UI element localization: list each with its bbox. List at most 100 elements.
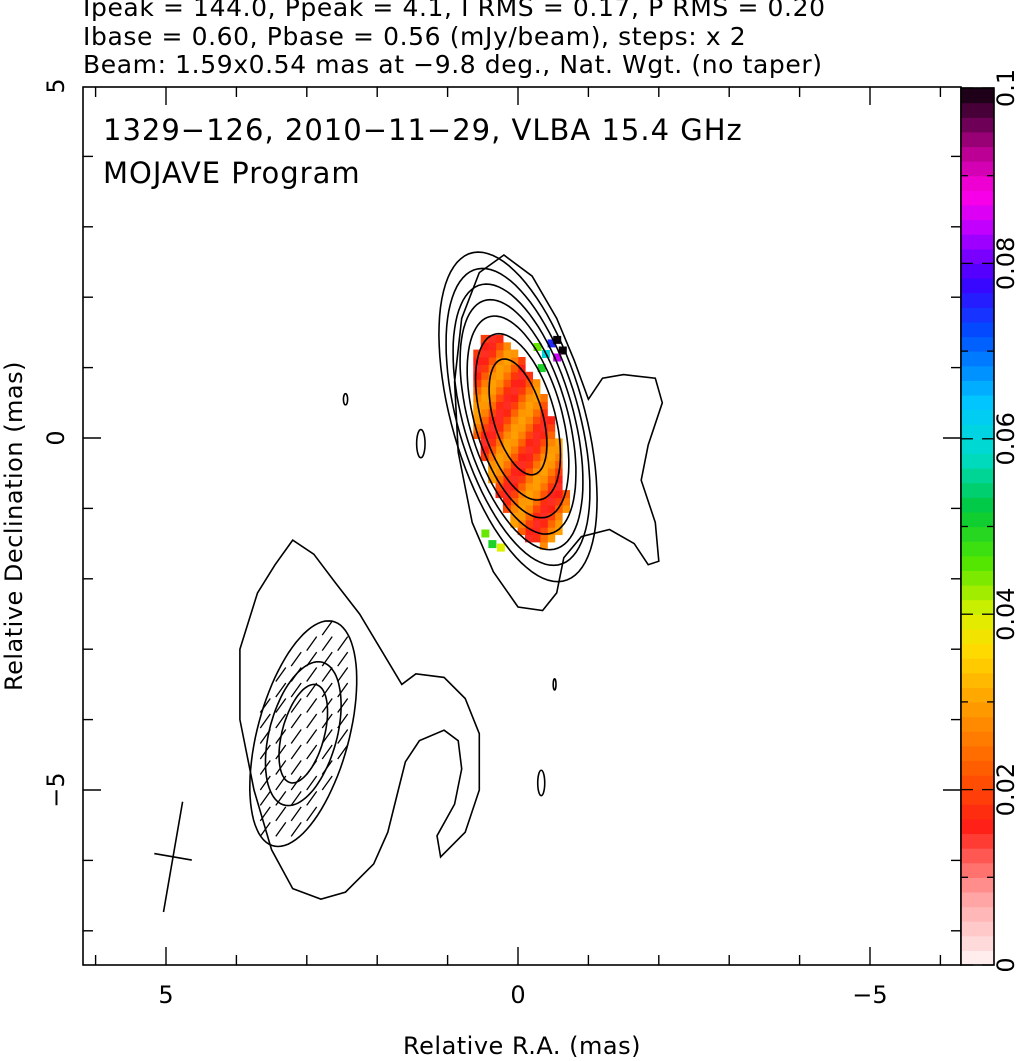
pol-pixel (547, 475, 556, 484)
pol-pixel (517, 408, 526, 417)
pol-pixel (502, 453, 511, 462)
pol-pixel (539, 394, 548, 402)
pol-pixel (517, 497, 526, 506)
pol-pixel (510, 379, 519, 388)
pol-pixel (480, 379, 489, 388)
contour-island-3 (552, 678, 557, 691)
colorbar-cell (961, 614, 994, 630)
pol-pixel (539, 431, 548, 439)
colorbar-cell (961, 146, 994, 162)
pol-pixel (539, 401, 548, 410)
beam-minor-axis (154, 852, 192, 861)
colorbar-cell (961, 117, 994, 133)
pol-pixel (488, 379, 497, 388)
pol-pixel (510, 364, 519, 373)
colorbar-cell (961, 453, 994, 469)
contour-core-envelope (453, 254, 664, 612)
pol-pixel (495, 438, 504, 447)
pol-pixel (539, 497, 548, 506)
pol-vector (306, 744, 318, 760)
pol-pixel (510, 394, 519, 402)
colorbar-tick-label: 0.1 (992, 69, 1020, 107)
pol-pixel (525, 504, 533, 513)
pol-pixel (532, 504, 541, 513)
pol-pixel (547, 534, 556, 543)
colorbar-cell (961, 687, 994, 703)
pol-pixel (547, 504, 556, 513)
colorbar-cell (961, 526, 994, 542)
pol-vector (290, 806, 302, 822)
pol-vector (275, 760, 287, 775)
pol-pixel (510, 431, 519, 439)
colorbar-cell (961, 716, 994, 732)
contour-jet-level-2 (264, 661, 342, 807)
pol-pixel (480, 453, 489, 462)
pol-pixel (495, 371, 504, 380)
pol-pixel (562, 504, 570, 513)
header-line-1: Ipeak = 144.0, Ppeak = 4.1, I RMS = 0.17… (83, 0, 826, 22)
colorbar-cell (961, 555, 994, 571)
pol-vector (306, 698, 318, 713)
pol-pixel (532, 527, 541, 536)
pol-vector (306, 636, 318, 651)
pol-pixel (480, 423, 489, 432)
pol-pixel (517, 371, 526, 380)
pol-pixel (539, 541, 548, 550)
colorbar-cell (961, 833, 994, 849)
colorbar-cell (961, 409, 994, 425)
pol-pixel (488, 416, 497, 425)
colorbar-cell (961, 570, 994, 586)
pol-pixel (539, 423, 548, 432)
pol-pixel (525, 460, 533, 469)
contour-island-4 (536, 769, 546, 797)
pol-pixel (533, 343, 542, 351)
pol-pixel (525, 512, 533, 521)
pol-pixel (562, 497, 570, 506)
contour-jet-outer (239, 539, 481, 900)
colorbar-tick-label: 0.08 (992, 237, 1020, 290)
pol-vector (337, 713, 349, 729)
pol-pixel (517, 527, 526, 536)
pol-pixel (532, 519, 541, 528)
pol-pixel (473, 349, 482, 358)
x-tick-label: 5 (158, 981, 173, 1009)
pol-vector (290, 791, 302, 806)
pol-pixel (525, 453, 533, 462)
pol-pixel (502, 460, 511, 469)
pol-pixel (553, 353, 562, 362)
pol-pixel (547, 497, 556, 506)
pol-pixel (480, 401, 489, 410)
pol-pixel (525, 408, 533, 417)
pol-pixel (502, 416, 511, 425)
pol-pixel (510, 416, 519, 425)
pol-pixel (525, 379, 533, 388)
pol-vector (321, 682, 333, 698)
pol-pixel (510, 401, 519, 410)
colorbar-cell (961, 628, 994, 645)
colorbar-tick-label: 0 (992, 957, 1020, 972)
pol-pixel (532, 408, 541, 417)
pol-pixel (510, 475, 519, 484)
pol-pixel (502, 431, 511, 439)
pol-vector (290, 744, 302, 760)
pol-pixel (496, 543, 505, 552)
colorbar-cell (961, 731, 994, 747)
y-tick-label: −5 (42, 772, 70, 807)
header-line-2: Ibase = 0.60, Pbase = 0.56 (mJy/beam), s… (83, 22, 747, 51)
pol-pixel (495, 401, 504, 410)
pol-vector (275, 667, 287, 682)
pol-vector (259, 806, 271, 822)
colorbar-cell (961, 131, 994, 148)
colorbar-cell (961, 745, 994, 761)
colorbar-cell (961, 380, 994, 396)
pol-pixel (554, 438, 563, 447)
x-tick-label: −5 (852, 981, 887, 1009)
pol-vector (290, 760, 302, 775)
pol-pixel (510, 423, 519, 432)
pol-pixel (495, 445, 504, 454)
pol-pixel (510, 519, 519, 528)
pol-vector (306, 760, 318, 775)
colorbar-cell (961, 511, 994, 528)
pol-pixel (517, 379, 526, 388)
